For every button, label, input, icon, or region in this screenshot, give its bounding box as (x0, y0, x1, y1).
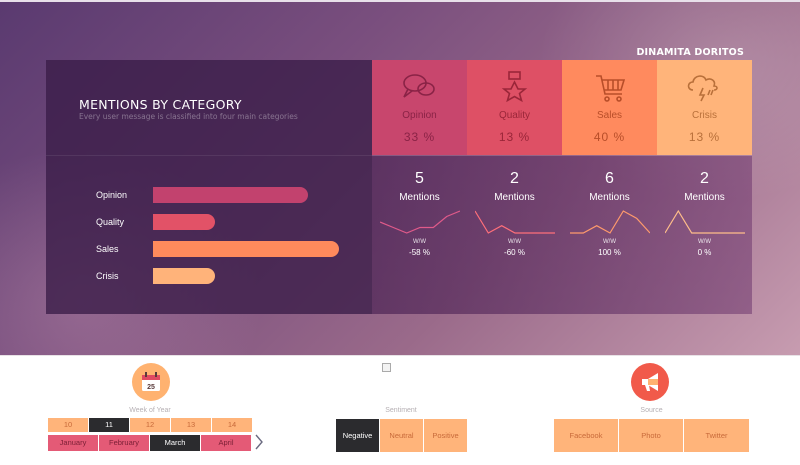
stats-panel (372, 156, 752, 314)
month-february[interactable]: February (99, 435, 149, 451)
bar-track (153, 187, 339, 203)
stat-count: 2 (700, 170, 709, 187)
week-11[interactable]: 11 (89, 418, 129, 432)
sparkline (664, 209, 745, 234)
bar-row-crisis[interactable]: Crisis (46, 268, 372, 288)
tile-name: Quality (498, 110, 531, 121)
stat-change: -58 % (409, 248, 430, 257)
megaphone-icon (631, 363, 669, 401)
stat-ww: W/W (603, 239, 616, 245)
tile-name: Crisis (692, 110, 717, 121)
tile-percent: 40 % (593, 130, 626, 144)
tile-percent: 13 % (688, 130, 721, 144)
tile-name: Sales (596, 110, 622, 121)
month-january[interactable]: January (48, 435, 98, 451)
speech-bubble-icon (403, 74, 435, 98)
chevron-right-icon[interactable] (254, 433, 264, 451)
tile-name: Opinion (402, 110, 437, 121)
broken-image-icon (382, 363, 391, 372)
sentiment-slicer-title: Sentiment (385, 407, 417, 414)
sparkline (379, 210, 460, 234)
bar-track (153, 241, 339, 257)
stat-change: 100 % (598, 248, 621, 257)
bar-row-sales[interactable]: Sales (46, 241, 372, 261)
stat-change: 0 % (697, 248, 712, 257)
sentiment-neutral[interactable]: Neutral (380, 419, 423, 452)
stat-crisis: 2 Mentions W/W 0 % (657, 170, 752, 257)
week-10[interactable]: 10 (48, 418, 88, 432)
stat-count: 6 (605, 170, 614, 187)
stat-count: 2 (510, 170, 519, 187)
calendar-icon: 25 (132, 363, 170, 401)
bar-crisis[interactable] (153, 268, 215, 284)
source-slicer-title: Source (640, 407, 663, 414)
source-twitter[interactable]: Twitter (684, 419, 749, 452)
mentions-subtitle: Every user message is classified into fo… (79, 112, 298, 121)
week-slicer-title: Week of Year (129, 407, 171, 414)
tile-sales[interactable]: Sales 40 % (562, 60, 657, 155)
stat-label: Mentions (399, 192, 440, 203)
bar-row-opinion[interactable]: Opinion (46, 187, 372, 207)
sentiment-positive[interactable]: Positive (424, 419, 467, 452)
panel-divider (46, 155, 372, 156)
bar-label: Crisis (96, 271, 119, 281)
month-april[interactable]: April (201, 435, 251, 451)
bar-label: Quality (96, 217, 125, 227)
bar-opinion[interactable] (153, 187, 308, 203)
bar-row-quality[interactable]: Quality (46, 214, 372, 234)
storm-cloud-icon (687, 75, 718, 102)
stat-label: Mentions (494, 192, 535, 203)
shopping-cart-icon (596, 75, 626, 102)
source-photo[interactable]: Photo (619, 419, 683, 452)
bar-track (153, 214, 339, 230)
sentiment-negative[interactable]: Negative (336, 419, 379, 452)
source-facebook[interactable]: Facebook (554, 419, 618, 452)
stat-quality: 2 Mentions W/W -60 % (467, 170, 562, 257)
tile-crisis[interactable]: Crisis 13 % (657, 60, 752, 155)
tile-quality[interactable]: Quality 13 % (467, 60, 562, 155)
bar-quality[interactable] (153, 214, 215, 230)
bar-track (153, 268, 339, 284)
sparkline (474, 210, 555, 234)
bar-sales[interactable] (153, 241, 339, 257)
sparkline (569, 210, 650, 234)
stat-sales: 6 Mentions W/W 100 % (562, 170, 657, 257)
bar-label: Sales (96, 244, 119, 254)
brand-title: DINAMITA DORITOS (636, 47, 744, 58)
stat-change: -60 % (504, 248, 525, 257)
tile-percent: 13 % (498, 130, 531, 144)
medal-icon (501, 71, 528, 103)
tile-opinion[interactable]: Opinion 33 % (372, 60, 467, 155)
mentions-title: MENTIONS BY CATEGORY (79, 97, 242, 112)
week-12[interactable]: 12 (130, 418, 170, 432)
stat-count: 5 (415, 170, 424, 187)
stat-label: Mentions (589, 192, 630, 203)
calendar-day: 25 (147, 384, 155, 391)
week-13[interactable]: 13 (171, 418, 211, 432)
month-march[interactable]: March (150, 435, 200, 451)
stat-ww: W/W (413, 239, 426, 245)
stat-ww: W/W (508, 239, 521, 245)
stat-ww: W/W (698, 239, 711, 245)
tile-percent: 33 % (403, 130, 436, 144)
stat-label: Mentions (684, 192, 725, 203)
stat-opinion: 5 Mentions W/W -58 % (372, 170, 467, 257)
bar-label: Opinion (96, 190, 128, 200)
week-14[interactable]: 14 (212, 418, 252, 432)
